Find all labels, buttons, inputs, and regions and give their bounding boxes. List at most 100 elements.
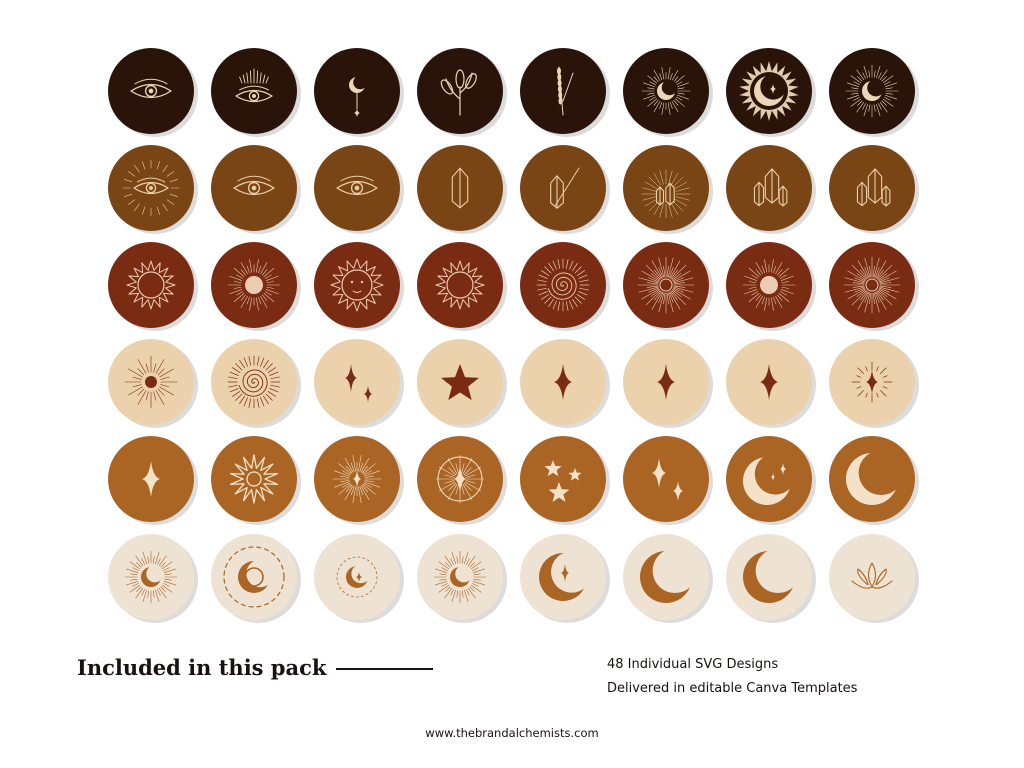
highlight-cover-rust-1 [108,242,198,331]
three-stars-icon [520,436,610,525]
sun-icon [108,242,198,331]
compass-star-icon [417,436,507,525]
highlight-cover-cream-3 [314,534,404,623]
sunburst-moon-icon [623,48,713,137]
crescent-icon [829,436,919,525]
spiral-sun-icon [211,339,301,428]
highlight-cover-ochre-1 [108,436,198,525]
highlight-cover-beige-5 [520,339,610,428]
highlight-cover-cream-7 [726,534,816,623]
highlight-cover-cream-1 [108,534,198,623]
crescent-icon [726,534,816,623]
moon-star-icon [314,534,404,623]
crescent-stars-icon [726,436,816,525]
orbit-crescent-icon [211,534,301,623]
highlight-cover-dark-brown-6 [623,48,713,137]
radiant-eye-icon [108,145,198,234]
highlight-cover-caramel-3 [314,145,404,234]
website-url: www.thebrandalchemists.com [425,726,599,740]
highlight-cover-beige-3 [314,339,404,428]
icon-grid [108,48,919,623]
radiant-sun-icon [726,242,816,331]
highlight-cover-dark-brown-7 [726,48,816,137]
eye-icon [314,145,404,234]
highlight-cover-caramel-7 [726,145,816,234]
crystal-icon [417,145,507,234]
highlight-cover-beige-2 [211,339,301,428]
highlight-cover-rust-5 [520,242,610,331]
highlight-cover-dark-brown-2 [211,48,301,137]
pack-title: Included in this pack [77,655,327,680]
sunburst-icon [623,242,713,331]
highlight-cover-cream-5 [520,534,610,623]
highlight-cover-cream-6 [623,534,713,623]
lavender-sprig-icon [520,48,610,137]
highlight-cover-beige-8 [829,339,919,428]
crystal-sprig-icon [520,145,610,234]
highlight-cover-caramel-5 [520,145,610,234]
hanging-moon-icon [314,48,404,137]
twin-sparkles-icon [623,436,713,525]
highlight-cover-rust-8 [829,242,919,331]
highlight-cover-caramel-2 [211,145,301,234]
sparkle-burst-icon [314,436,404,525]
radiant-crystals-icon [623,145,713,234]
crescent-star-icon [520,534,610,623]
highlight-cover-ochre-3 [314,436,404,525]
highlight-cover-ochre-7 [726,436,816,525]
radiant-crescent-icon [108,534,198,623]
highlight-cover-beige-7 [726,339,816,428]
sunburst-icon [829,242,919,331]
sun-face-icon [314,242,404,331]
sparkle-icon [726,339,816,428]
highlight-cover-caramel-1 [108,145,198,234]
highlight-cover-ochre-6 [623,436,713,525]
crescent-icon [623,534,713,623]
leafy-branch-icon [417,48,507,137]
highlight-cover-dark-brown-4 [417,48,507,137]
sun-moon-icon [726,48,816,137]
highlight-cover-rust-4 [417,242,507,331]
crystal-cluster-icon [726,145,816,234]
crystal-cluster-icon [829,145,919,234]
lotus-icon [829,534,919,623]
highlight-cover-rust-2 [211,242,301,331]
highlight-cover-cream-8 [829,534,919,623]
radiant-sun-icon [211,242,301,331]
sun-icon [417,242,507,331]
highlight-cover-dark-brown-3 [314,48,404,137]
title-divider [336,668,433,670]
crowned-eye-icon [211,48,301,137]
eye-icon [211,145,301,234]
eye-icon [108,48,198,137]
highlight-cover-beige-1 [108,339,198,428]
sun-dot-icon [108,339,198,428]
highlight-cover-rust-7 [726,242,816,331]
highlight-cover-rust-3 [314,242,404,331]
highlight-cover-ochre-5 [520,436,610,525]
highlight-cover-dark-brown-1 [108,48,198,137]
highlight-cover-caramel-8 [829,145,919,234]
highlight-cover-rust-6 [623,242,713,331]
highlight-cover-cream-4 [417,534,507,623]
twin-stars-icon [314,339,404,428]
highlight-cover-ochre-2 [211,436,301,525]
highlight-cover-caramel-6 [623,145,713,234]
highlight-cover-cream-2 [211,534,301,623]
sparkle-icon [520,339,610,428]
highlight-cover-dark-brown-5 [520,48,610,137]
sparkle-icon [623,339,713,428]
starburst-icon [211,436,301,525]
sparkle-icon [108,436,198,525]
highlight-cover-ochre-8 [829,436,919,525]
star-icon [417,339,507,428]
highlight-cover-beige-6 [623,339,713,428]
highlight-cover-beige-4 [417,339,507,428]
highlight-cover-dark-brown-8 [829,48,919,137]
radiant-crescent-icon [829,48,919,137]
highlight-cover-ochre-4 [417,436,507,525]
feature-svg-designs: 48 Individual SVG Designs [607,657,779,672]
spiral-sun-icon [520,242,610,331]
feature-canva-templates: Delivered in editable Canva Templates [607,681,858,696]
radiant-crescent-icon [417,534,507,623]
